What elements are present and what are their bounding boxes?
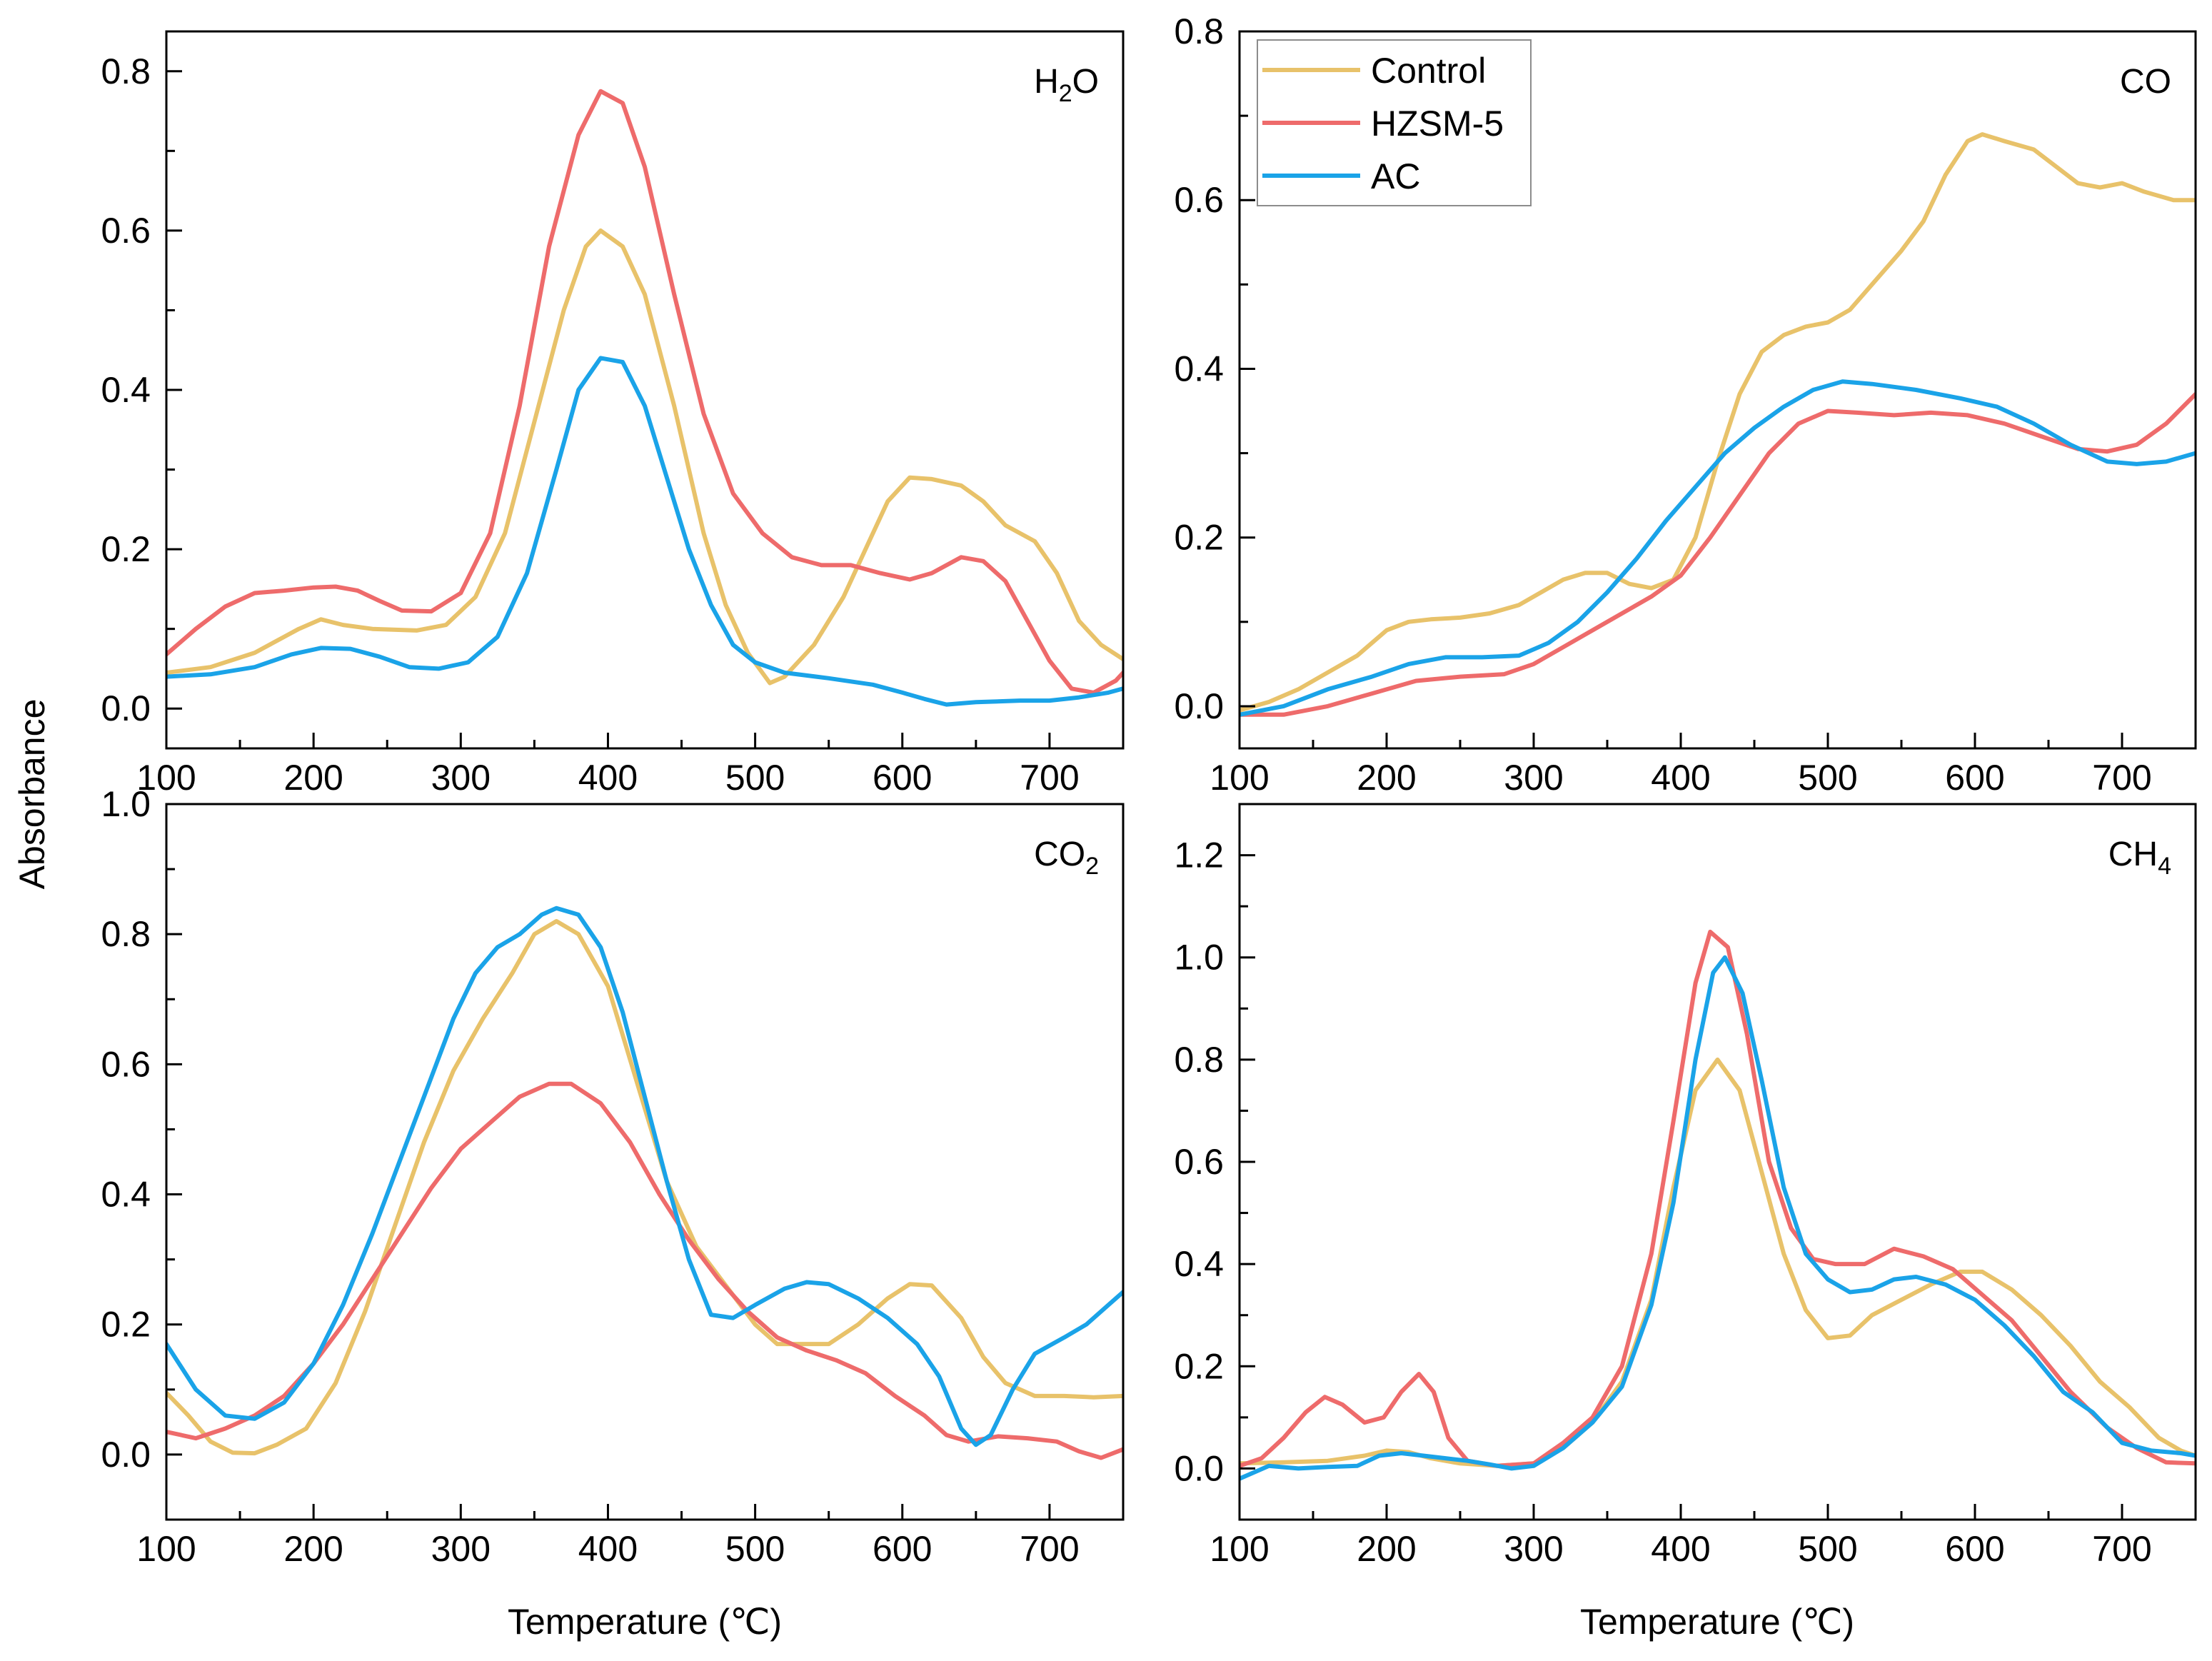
y-tick-label: 0.2 (1174, 518, 1224, 558)
y-tick-label: 0.8 (1174, 1040, 1224, 1080)
y-tick-label: 0.4 (1174, 1244, 1224, 1284)
series-line-hzsm5 (1240, 929, 2196, 1468)
y-tick-label: 0.2 (1174, 1346, 1224, 1386)
legend: Control HZSM-5 AC (1257, 39, 1532, 206)
x-tick-label: 200 (283, 1529, 343, 1569)
legend-label-ac: AC (1371, 156, 1420, 196)
x-tick-label: 500 (1798, 1529, 1857, 1569)
series-line-control (1240, 132, 2196, 713)
x-tick-label: 600 (1945, 758, 2004, 798)
x-tick-label: 700 (1020, 1529, 1079, 1569)
y-tick-label: 0.0 (101, 1435, 151, 1475)
x-tick-label: 100 (1210, 758, 1269, 798)
x-tick-label: 500 (725, 758, 785, 798)
x-tick-label: 600 (1945, 1529, 2004, 1569)
x-tick-label: 100 (136, 758, 196, 798)
x-tick-label: 400 (1651, 758, 1710, 798)
x-axis-title-left: Temperature (℃) (508, 1602, 782, 1642)
x-tick-label: 100 (136, 1529, 196, 1569)
y-tick-label: 0.6 (101, 211, 151, 251)
x-tick-label: 500 (725, 1529, 785, 1569)
y-tick-label: 0.6 (1174, 180, 1224, 220)
series-line-hzsm5 (166, 89, 1123, 695)
y-tick-label: 0.8 (101, 914, 151, 954)
plot-frame (1238, 30, 2197, 750)
y-tick-label: 0.8 (1174, 11, 1224, 51)
y-tick-label: 0.2 (101, 529, 151, 569)
x-tick-label: 600 (873, 758, 932, 798)
panel-label-co2: CO2 (1034, 835, 1099, 880)
panel-co: 100 200 300 400 500 600 700 0.0 0.2 0.4 0.6 0.8 CO (1174, 11, 2197, 798)
plot-frame (165, 803, 1125, 1521)
y-tick-label: 0.2 (101, 1305, 151, 1345)
x-tick-label: 600 (873, 1529, 932, 1569)
series-line-ac (1240, 955, 2196, 1481)
x-tick-label: 200 (1357, 1529, 1416, 1569)
x-tick-label: 400 (578, 1529, 638, 1569)
series-line-ac (166, 905, 1123, 1447)
y-tick-label: 0.8 (101, 51, 151, 91)
y-tick-label: 0.4 (101, 1175, 151, 1215)
panel-h2o: 100 200 300 400 500 600 700 0.0 0.2 0.4 0.6 0.8 H2O (101, 30, 1125, 798)
y-tick-label: 1.2 (1174, 835, 1224, 875)
x-tick-label: 200 (283, 758, 343, 798)
series-line-ac (166, 356, 1123, 707)
y-tick-label: 0.6 (1174, 1142, 1224, 1182)
x-tick-label: 700 (1020, 758, 1079, 798)
x-tick-label: 700 (2092, 758, 2151, 798)
series-line-ac (1240, 379, 2196, 717)
y-tick-label: 0.0 (1174, 686, 1224, 726)
series-line-control (166, 919, 1123, 1456)
legend-label-control: Control (1371, 51, 1486, 91)
series-line-hzsm5 (166, 1081, 1123, 1460)
x-tick-label: 100 (1210, 1529, 1269, 1569)
x-axis-title-right: Temperature (℃) (1580, 1602, 1854, 1642)
x-tick-label: 300 (431, 758, 491, 798)
y-tick-label: 0.6 (101, 1044, 151, 1084)
x-tick-label: 700 (2092, 1529, 2151, 1569)
legend-label-hzsm5: HZSM-5 (1371, 104, 1504, 144)
x-tick-label: 300 (1504, 758, 1563, 798)
panel-co2: 100 200 300 400 500 600 700 0.0 0.2 0.4 0.6 0.8 1.0 C… (101, 784, 1125, 1569)
panel-label-ch4: CH4 (2108, 835, 2171, 880)
panel-ch4: 100 200 300 400 500 600 700 0.0 0.2 0.4 0.6 0.8 1.0 1… (1174, 803, 2197, 1569)
y-tick-label: 1.0 (1174, 938, 1224, 978)
x-tick-label: 500 (1798, 758, 1857, 798)
y-tick-label: 0.0 (1174, 1448, 1224, 1488)
x-tick-label: 200 (1357, 758, 1416, 798)
y-tick-label: 0.4 (1174, 348, 1224, 388)
panel-label-co: CO (2120, 63, 2171, 101)
series-line-control (166, 228, 1123, 686)
x-tick-label: 400 (578, 758, 638, 798)
series-line-hzsm5 (1240, 391, 2196, 717)
x-tick-label: 300 (431, 1529, 491, 1569)
y-tick-label: 1.0 (101, 784, 151, 824)
y-tick-label: 0.4 (101, 370, 151, 410)
panel-label-h2o: H2O (1034, 63, 1099, 107)
x-tick-label: 400 (1651, 1529, 1710, 1569)
y-tick-label: 0.0 (101, 688, 151, 728)
x-tick-label: 300 (1504, 1529, 1563, 1569)
y-axis-title: Absorbance (12, 699, 52, 890)
